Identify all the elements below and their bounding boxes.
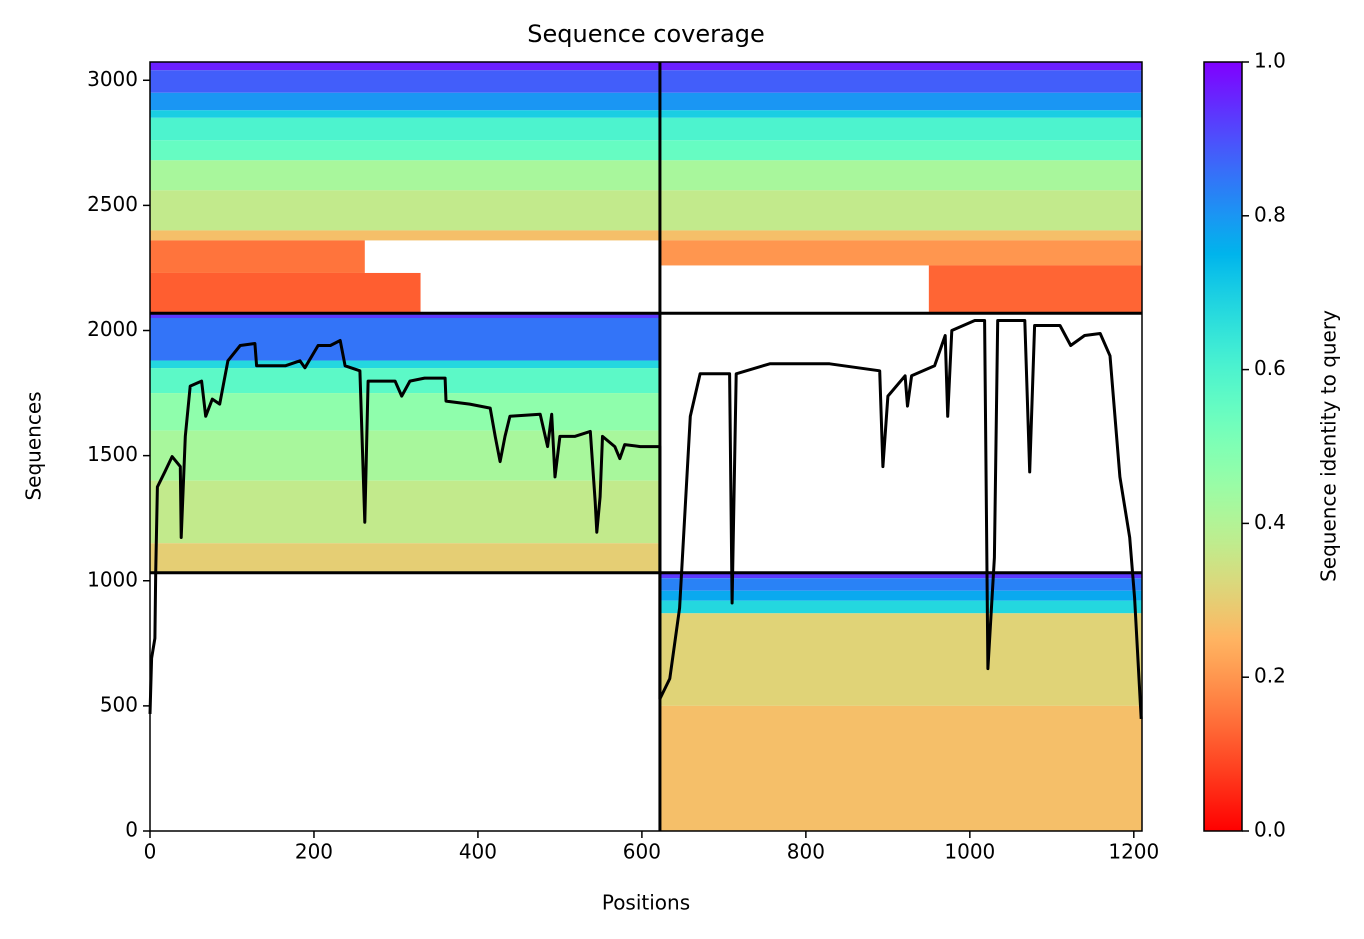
coverage-band (659, 578, 1142, 591)
coverage-band (659, 110, 1142, 118)
colorbar-tick-label: 0.4 (1254, 510, 1286, 534)
coverage-band (150, 272, 421, 314)
y-axis-label: Sequences (22, 391, 46, 500)
y-tick-label: 0 (125, 818, 138, 842)
x-tick-label: 200 (295, 840, 333, 864)
coverage-band (659, 160, 1142, 191)
coverage-band (659, 92, 1142, 111)
x-tick-label: 800 (787, 840, 825, 864)
x-tick-label: 0 (144, 840, 157, 864)
coverage-band (150, 317, 660, 361)
colorbar-tick-label: 1.0 (1254, 49, 1286, 73)
y-tick-label: 3000 (87, 67, 138, 91)
coverage-band (659, 240, 1142, 266)
coverage-band (150, 360, 660, 369)
y-tick-label: 2000 (87, 317, 138, 341)
coverage-band (659, 62, 1142, 71)
coverage-band (150, 117, 660, 141)
colorbar-tick-label: 0.6 (1254, 356, 1286, 380)
y-tick-label: 2500 (87, 192, 138, 216)
coverage-band (659, 117, 1142, 141)
colorbar-tick-label: 0.2 (1254, 664, 1286, 688)
chart-title: Sequence coverage (527, 20, 764, 48)
coverage-line (148, 319, 1143, 719)
coverage-band (659, 590, 1142, 601)
coverage-band (659, 600, 1142, 614)
colorbar (1203, 61, 1243, 832)
colorbar-label: Sequence identity to query (1317, 310, 1341, 582)
coverage-band (659, 190, 1142, 231)
coverage-band (150, 430, 660, 481)
coverage-band (659, 230, 1142, 241)
coverage-band (150, 230, 660, 241)
x-axis-label: Positions (602, 891, 690, 915)
x-tick-label: 400 (459, 840, 497, 864)
x-tick-label: 600 (623, 840, 661, 864)
y-tick-label: 1500 (87, 442, 138, 466)
coverage-band (150, 313, 660, 318)
coverage-band (659, 70, 1142, 93)
coverage-band (150, 62, 660, 71)
coverage-band (150, 70, 660, 93)
x-tick-label: 1000 (944, 840, 995, 864)
coverage-band (150, 543, 660, 573)
coverage-band (150, 140, 660, 161)
coverage-band (659, 572, 1142, 579)
coverage-band (659, 140, 1142, 161)
x-tick-label: 1200 (1108, 840, 1159, 864)
y-tick-label: 500 (100, 692, 138, 716)
coverage-band (928, 265, 1142, 314)
coverage-band (150, 393, 660, 431)
coverage-band (659, 705, 1142, 831)
coverage-band (150, 240, 365, 273)
colorbar-tick-label: 0.0 (1254, 818, 1286, 842)
colorbar-tick-label: 0.8 (1254, 202, 1286, 226)
plot-frame (149, 61, 1143, 832)
coverage-band (150, 190, 660, 231)
coverage-band (150, 110, 660, 118)
coverage-band (150, 92, 660, 111)
y-tick-label: 1000 (87, 567, 138, 591)
coverage-band (150, 160, 660, 191)
coverage-band (150, 480, 660, 544)
coverage-band (659, 613, 1142, 706)
